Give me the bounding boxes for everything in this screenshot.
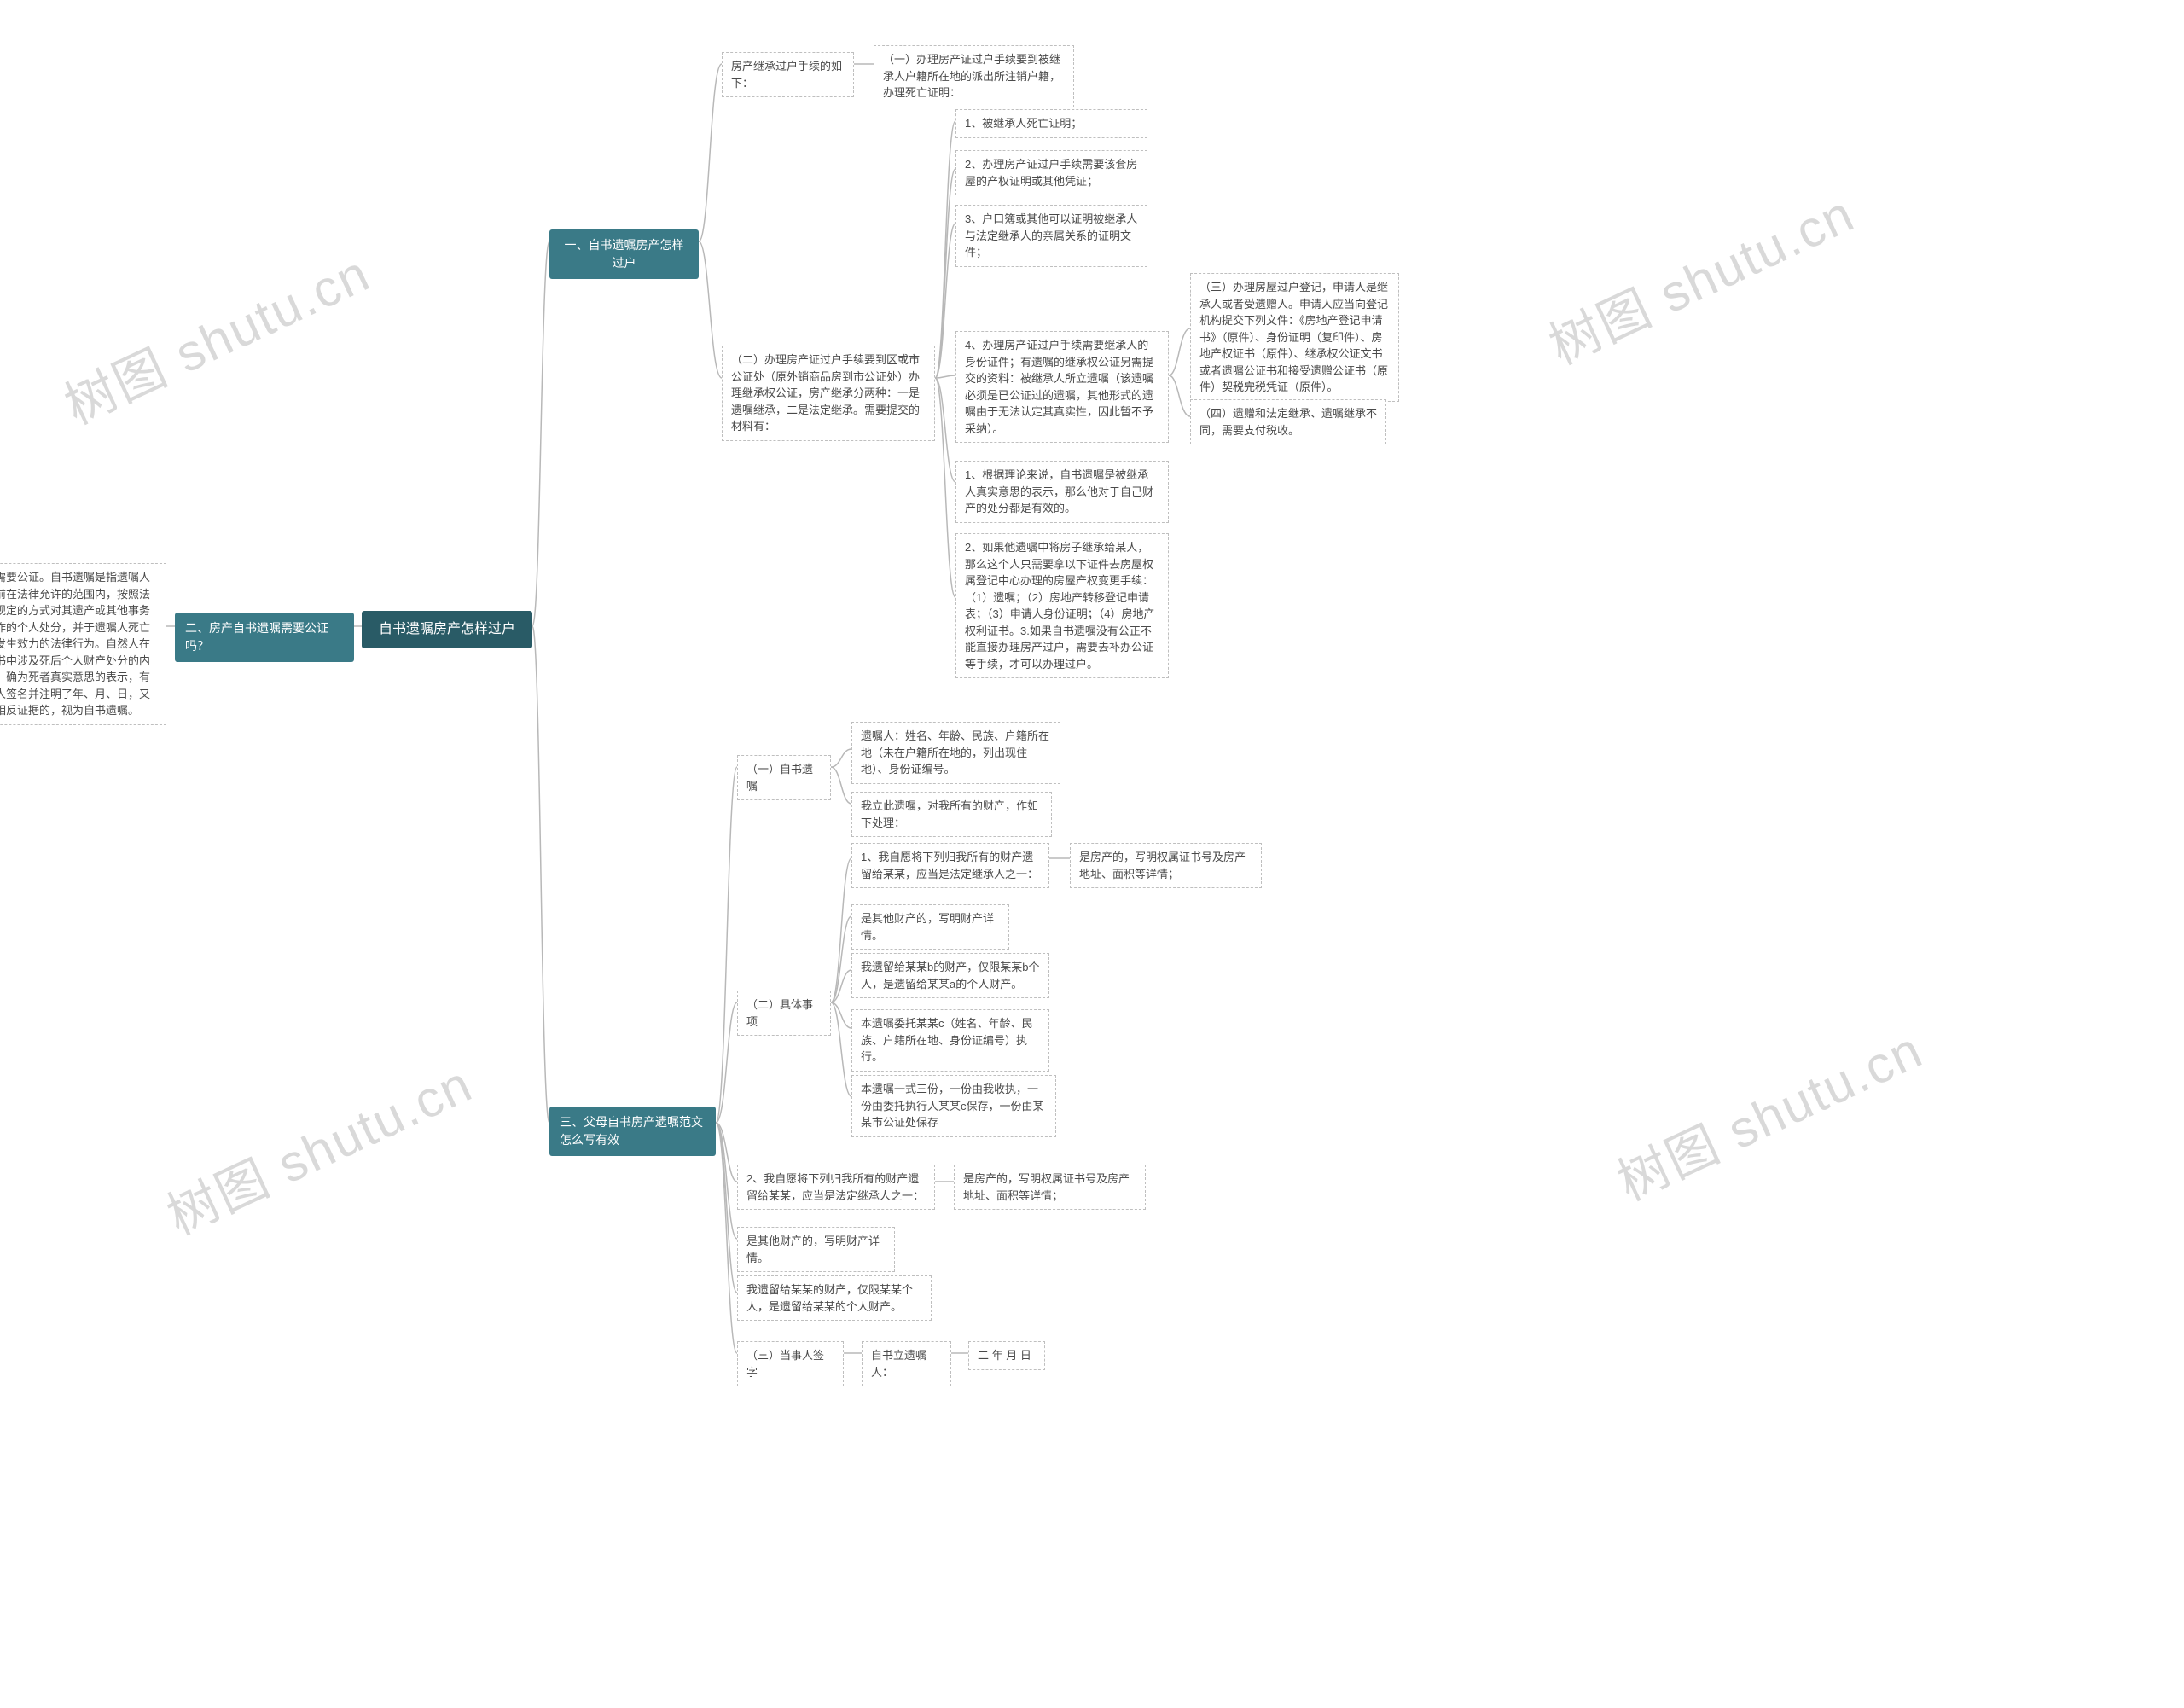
- leaf-s3-g2-3: 我遗留给某某b的财产，仅限某某b个人，是遗留给某某a的个人财产。: [851, 953, 1049, 998]
- root-node: 自书遗嘱房产怎样过户: [362, 611, 532, 648]
- leaf-s3-g2-5: 本遗嘱一式三份，一份由我收执，一份由委托执行人某某c保存，一份由某某市公证处保存: [851, 1075, 1056, 1137]
- leaf-s1-a1-1: （一）办理房产证过户手续要到被继承人户籍所在地的派出所注销户籍，办理死亡证明：: [874, 45, 1074, 107]
- leaf-s1-a2-4-r1: （三）办理房屋过户登记，申请人是继承人或者受遗赠人。申请人应当向登记机构提交下列…: [1190, 273, 1399, 402]
- leaf-s3-g3-2: 是其他财产的，写明财产详情。: [737, 1227, 895, 1272]
- leaf-s3-g2-4: 本遗嘱委托某某c（姓名、年龄、民族、户籍所在地、身份证编号）执行。: [851, 1009, 1049, 1072]
- branch-section1: 一、自书遗嘱房产怎样过户: [549, 229, 699, 279]
- leaf-s3-g2: （二）具体事项: [737, 991, 831, 1036]
- leaf-s3-g2-1: 1、我自愿将下列归我所有的财产遗留给某某，应当是法定继承人之一：: [851, 843, 1049, 888]
- leaf-s3-g3-3: 我遗留给某某的财产，仅限某某个人，是遗留给某某的个人财产。: [737, 1275, 932, 1321]
- leaf-s1-a2-4: 4、办理房产证过户手续需要继承人的身份证件；有遗嘱的继承权公证另需提交的资料：被…: [956, 331, 1169, 443]
- leaf-s1-a2: （二）办理房产证过户手续要到区或市公证处（原外销商品房到市公证处）办理继承权公证…: [722, 346, 935, 441]
- leaf-s1-a2-4-r2: （四）遗赠和法定继承、遗嘱继承不同，需要支付税收。: [1190, 399, 1386, 444]
- leaf-s3-g4-2: 二 年 月 日: [968, 1341, 1045, 1370]
- leaf-s1-a2-3: 3、户口簿或其他可以证明被继承人与法定继承人的亲属关系的证明文件；: [956, 205, 1147, 267]
- leaf-s3-g2-1r: 是房产的，写明权属证书号及房产地址、面积等详情；: [1070, 843, 1262, 888]
- leaf-s1-a3-2: 2、如果他遗嘱中将房子继承给某人，那么这个人只需要拿以下证件去房屋权属登记中心办…: [956, 533, 1169, 678]
- branch-section2: 二、房产自书遗嘱需要公证吗？: [175, 613, 354, 662]
- leaf-s3-g3-1: 2、我自愿将下列归我所有的财产遗留给某某，应当是法定继承人之一：: [737, 1165, 935, 1210]
- branch-section3: 三、父母自书房产遗嘱范文怎么写有效: [549, 1107, 716, 1156]
- leaf-s3-g1: （一）自书遗嘱: [737, 755, 831, 800]
- leaf-s3-g3-1r: 是房产的，写明权属证书号及房产地址、面积等详情；: [954, 1165, 1146, 1210]
- leaf-s1-a1: 房产继承过户手续的如下：: [722, 52, 854, 97]
- leaf-s3-g2-2: 是其他财产的，写明财产详情。: [851, 904, 1009, 950]
- leaf-s3-g1-2: 我立此遗嘱，对我所有的财产，作如下处理：: [851, 792, 1052, 837]
- leaf-s1-a3-1: 1、根据理论来说，自书遗嘱是被继承人真实意思的表示，那么他对于自己财产的处分都是…: [956, 461, 1169, 523]
- leaf-s3-g4: （三）当事人签字: [737, 1341, 844, 1386]
- leaf-s3-g1-1: 遗嘱人：姓名、年龄、民族、户籍所在地（未在户籍所在地的，列出现住地）、身份证编号…: [851, 722, 1060, 784]
- leaf-s1-a2-1: 1、被继承人死亡证明；: [956, 109, 1147, 138]
- leaf-section2-body: 不需要公证。自书遗嘱是指遗嘱人生前在法律允许的范围内，按照法律规定的方式对其遗产…: [0, 563, 166, 725]
- leaf-s3-g4-1: 自书立遗嘱人：: [862, 1341, 951, 1386]
- leaf-s1-a2-2: 2、办理房产证过户手续需要该套房屋的产权证明或其他凭证；: [956, 150, 1147, 195]
